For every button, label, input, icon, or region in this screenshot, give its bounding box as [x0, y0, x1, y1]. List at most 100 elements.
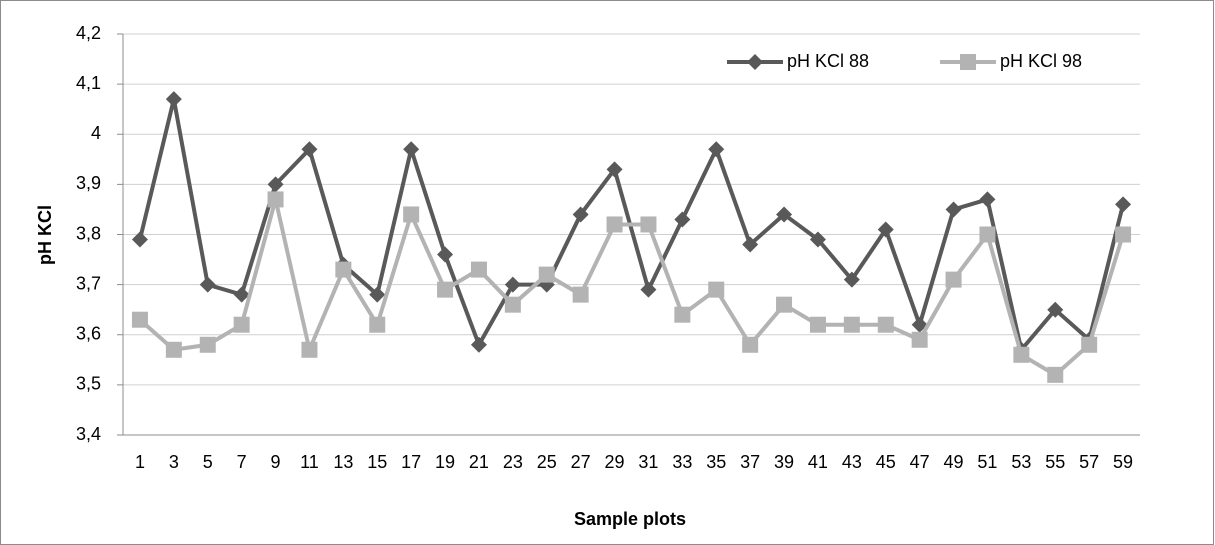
x-tick-label: 17 — [401, 452, 421, 472]
data-point — [979, 226, 996, 243]
data-point — [776, 296, 793, 313]
data-point — [1081, 336, 1098, 353]
data-point — [131, 311, 148, 328]
data-point — [1047, 366, 1064, 383]
x-tick-label: 39 — [774, 452, 794, 472]
data-point — [742, 336, 759, 353]
data-point — [233, 316, 250, 333]
data-point — [267, 176, 284, 193]
x-tick-label: 3 — [169, 452, 179, 472]
data-point — [843, 316, 860, 333]
data-point — [708, 141, 725, 158]
data-point — [606, 161, 623, 178]
data-point — [437, 246, 454, 263]
data-point — [1115, 196, 1132, 213]
data-point — [945, 271, 962, 288]
x-tick-label: 33 — [672, 452, 692, 472]
data-point — [572, 206, 589, 223]
legend-marker — [960, 54, 976, 70]
data-point — [877, 221, 894, 238]
y-axis-title: pH KCl — [35, 205, 55, 265]
legend-label: pH KCl 98 — [1000, 51, 1082, 71]
data-point — [843, 271, 860, 288]
x-tick-label: 47 — [910, 452, 930, 472]
x-tick-label: 11 — [300, 452, 319, 472]
data-point — [979, 191, 996, 208]
data-point — [538, 266, 555, 283]
data-point — [301, 341, 318, 358]
data-point — [335, 261, 352, 278]
data-point — [1047, 301, 1064, 318]
x-tick-label: 1 — [135, 452, 145, 472]
data-point — [877, 316, 894, 333]
y-tick-label: 4 — [91, 123, 101, 143]
x-tick-label: 25 — [537, 452, 557, 472]
data-point — [809, 231, 826, 248]
x-tick-label: 23 — [503, 452, 523, 472]
x-tick-label: 51 — [977, 452, 997, 472]
x-tick-label: 49 — [944, 452, 964, 472]
x-tick-label: 19 — [435, 452, 455, 472]
y-tick-label: 4,2 — [76, 23, 101, 43]
x-tick-label: 57 — [1079, 452, 1099, 472]
data-point — [504, 296, 521, 313]
data-point — [403, 206, 420, 223]
x-tick-label: 9 — [271, 452, 281, 472]
data-point — [165, 341, 182, 358]
x-tick-label: 5 — [203, 452, 213, 472]
x-tick-label: 29 — [605, 452, 625, 472]
x-tick-label: 43 — [842, 452, 862, 472]
x-tick-label: 7 — [237, 452, 247, 472]
x-axis-title: Sample plots — [574, 509, 686, 529]
data-point — [911, 331, 928, 348]
data-point — [674, 306, 691, 323]
x-tick-label: 53 — [1011, 452, 1031, 472]
x-tick-label: 41 — [808, 452, 828, 472]
data-point — [131, 231, 148, 248]
y-tick-label: 3,4 — [76, 424, 101, 444]
x-tick-label: 21 — [469, 452, 489, 472]
data-point — [640, 216, 657, 233]
data-point — [572, 286, 589, 303]
y-tick-label: 3,9 — [76, 173, 101, 193]
legend-marker — [747, 54, 763, 70]
data-point — [199, 336, 216, 353]
data-point — [809, 316, 826, 333]
data-point — [403, 141, 420, 158]
data-point — [199, 276, 216, 293]
x-tick-label: 59 — [1113, 452, 1133, 472]
x-tick-label: 27 — [571, 452, 591, 472]
data-point — [640, 281, 657, 298]
data-point — [369, 286, 386, 303]
y-tick-label: 3,8 — [76, 223, 101, 243]
x-tick-label: 35 — [706, 452, 726, 472]
data-point — [470, 261, 487, 278]
y-tick-label: 3,7 — [76, 273, 101, 293]
data-point — [165, 91, 182, 108]
data-point — [945, 201, 962, 218]
data-point — [674, 211, 691, 228]
data-point — [267, 191, 284, 208]
x-tick-label: 13 — [333, 452, 353, 472]
y-tick-label: 3,6 — [76, 324, 101, 344]
data-point — [708, 281, 725, 298]
data-point — [776, 206, 793, 223]
y-tick-label: 4,1 — [76, 73, 101, 93]
x-tick-label: 45 — [876, 452, 896, 472]
x-tick-label: 31 — [638, 452, 658, 472]
data-point — [1013, 346, 1030, 363]
legend-label: pH KCl 88 — [787, 51, 869, 71]
data-point — [504, 276, 521, 293]
data-point — [437, 281, 454, 298]
data-point — [1115, 226, 1132, 243]
x-tick-label: 37 — [740, 452, 760, 472]
y-tick-label: 3,5 — [76, 374, 101, 394]
data-point — [301, 141, 318, 158]
data-point — [369, 316, 386, 333]
data-point — [606, 216, 623, 233]
data-point — [742, 236, 759, 253]
x-tick-label: 15 — [367, 452, 387, 472]
x-tick-label: 55 — [1045, 452, 1065, 472]
